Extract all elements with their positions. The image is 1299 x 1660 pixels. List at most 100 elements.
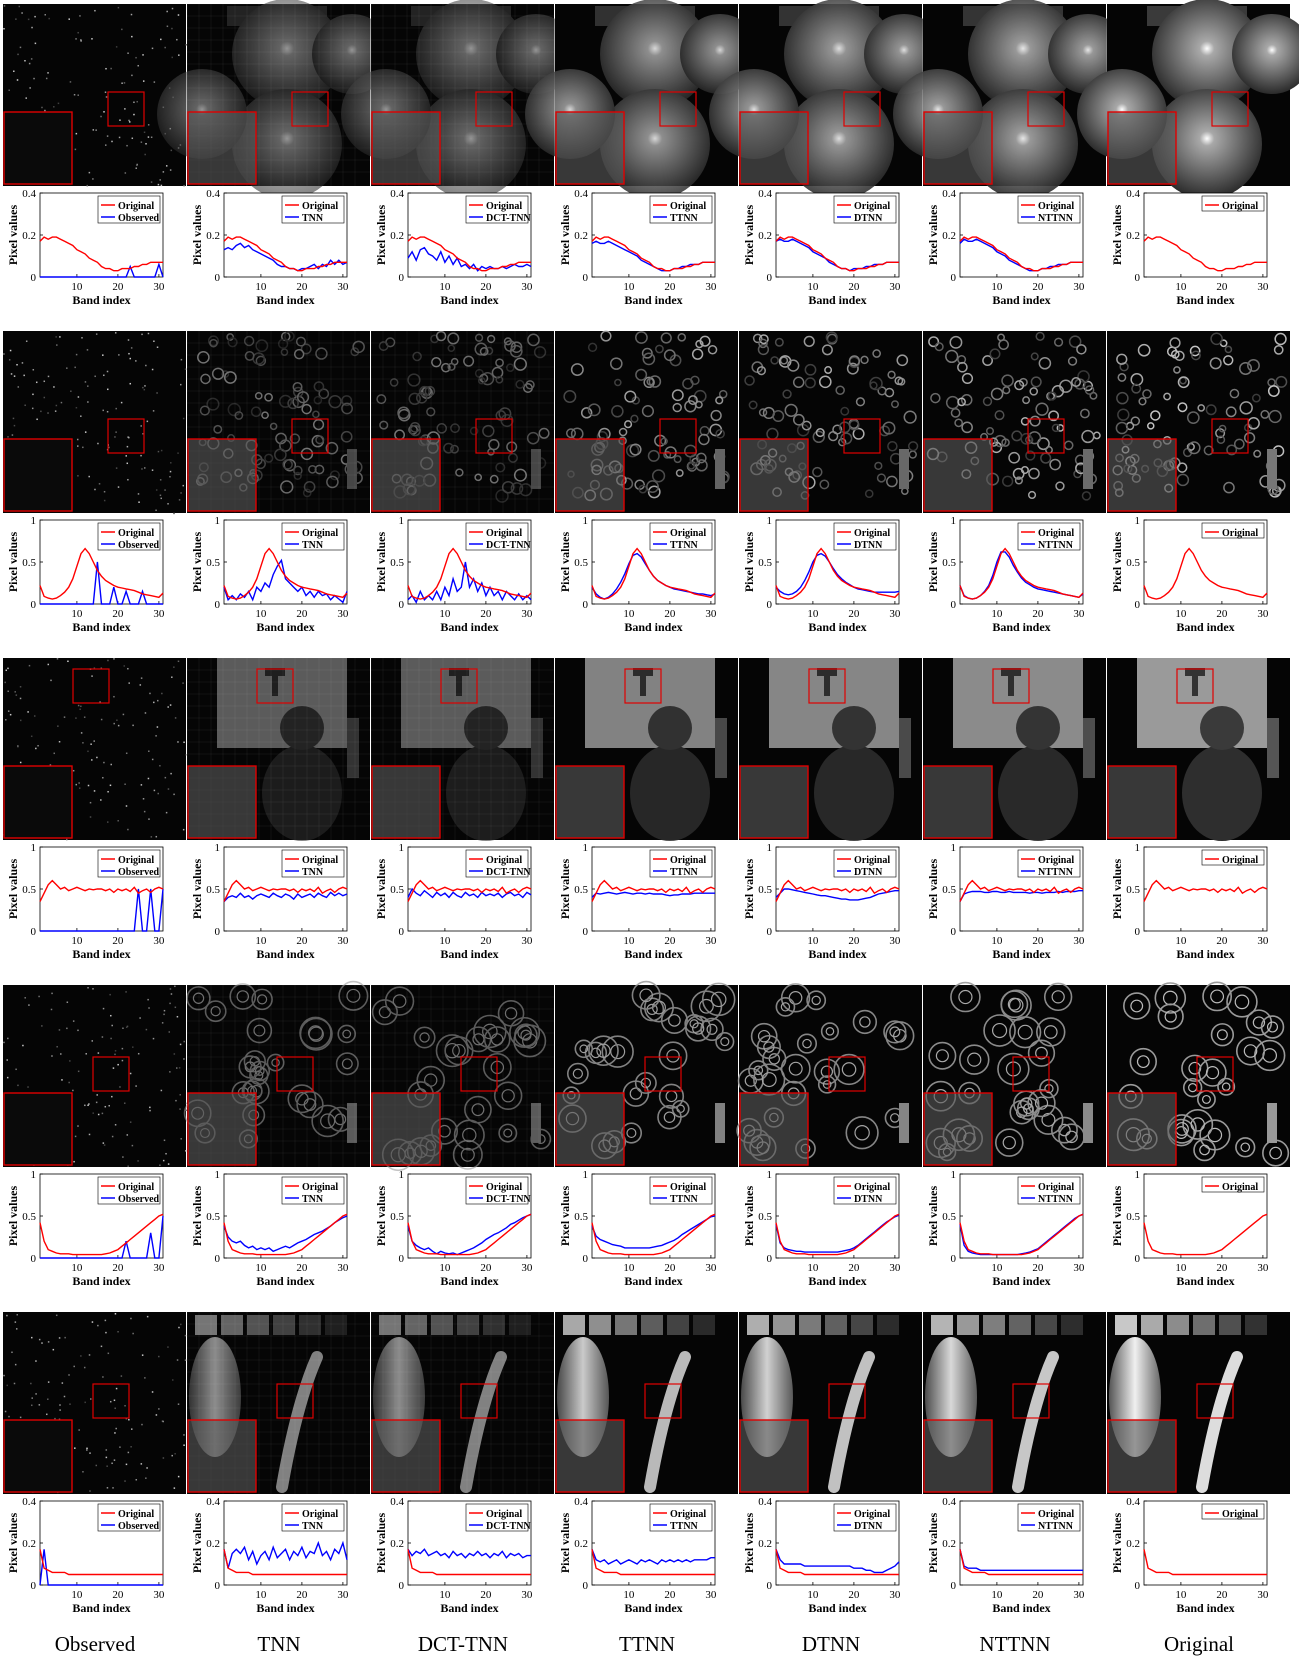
y-tick-label: 0 bbox=[31, 272, 37, 284]
zoom-region-box bbox=[72, 668, 110, 704]
observed-pixel bbox=[88, 475, 90, 478]
observed-pixel bbox=[183, 1058, 185, 1060]
observed-pixel bbox=[185, 1102, 188, 1105]
bead bbox=[687, 462, 696, 470]
y-tick-label: 0.4 bbox=[206, 1496, 220, 1508]
observed-pixel bbox=[171, 1454, 173, 1457]
chart-glyph bbox=[633, 668, 653, 676]
flower bbox=[483, 1026, 511, 1053]
y-tick-label: 0 bbox=[31, 1253, 37, 1265]
legend-label: Observed bbox=[118, 1521, 160, 1532]
legend-box bbox=[281, 522, 345, 551]
observed-pixel bbox=[97, 1052, 100, 1054]
x-tick-label: 20 bbox=[1032, 1589, 1044, 1601]
bead bbox=[707, 345, 718, 355]
observed-pixel bbox=[15, 1328, 18, 1330]
observed-pixel bbox=[137, 1160, 139, 1162]
flower bbox=[1009, 1016, 1042, 1049]
observed-pixel bbox=[150, 836, 153, 838]
flower-center bbox=[763, 1041, 775, 1053]
x-tick-label: 10 bbox=[1175, 608, 1187, 620]
bead bbox=[1116, 353, 1128, 365]
x-tick-label: 20 bbox=[112, 1262, 124, 1274]
x-tick-label: 30 bbox=[521, 1589, 533, 1601]
x-axis-label: Band index bbox=[1176, 1601, 1234, 1615]
observed-pixel bbox=[59, 336, 61, 338]
legend-label: Original bbox=[486, 1182, 522, 1193]
y-tick-label: 1 bbox=[583, 842, 589, 854]
observed-pixel bbox=[102, 409, 104, 412]
zoom-inset bbox=[1107, 1419, 1177, 1493]
observed-pixel bbox=[47, 412, 49, 414]
zoom-inset bbox=[739, 438, 809, 512]
flower-center bbox=[610, 1044, 626, 1060]
flower-center bbox=[1266, 1021, 1279, 1033]
flower bbox=[1027, 1088, 1056, 1118]
observed-pixel bbox=[126, 1134, 129, 1136]
observed-pixel bbox=[9, 713, 12, 716]
bead bbox=[675, 469, 684, 477]
x-tick-label: 30 bbox=[889, 281, 901, 293]
observed-pixel bbox=[179, 1108, 181, 1110]
thumbnail-4-6 bbox=[1107, 1312, 1290, 1494]
y-tick-label: 0.4 bbox=[22, 1496, 36, 1508]
flower-center bbox=[1205, 1065, 1220, 1080]
observed-pixel bbox=[142, 798, 145, 800]
bead bbox=[447, 344, 456, 353]
y-tick-label: 0.4 bbox=[758, 188, 772, 200]
bead bbox=[1030, 376, 1042, 388]
flower-center bbox=[1007, 997, 1021, 1011]
bead bbox=[1226, 444, 1238, 456]
flower bbox=[658, 1083, 685, 1109]
observed-pixel bbox=[35, 1393, 37, 1395]
thumbnail-0-4 bbox=[709, 0, 944, 199]
color-checker bbox=[773, 1315, 795, 1335]
observed-pixel bbox=[174, 1006, 177, 1009]
observed-pixel bbox=[126, 1025, 129, 1028]
series-line bbox=[959, 236, 1083, 272]
observed-pixel bbox=[132, 1046, 134, 1048]
observed-pixel bbox=[153, 340, 155, 343]
y-tick-label: 0 bbox=[215, 599, 221, 611]
y-axis-label: Pixel values bbox=[190, 1513, 204, 1574]
flower-center bbox=[254, 1070, 264, 1081]
observed-pixel bbox=[80, 732, 83, 734]
observed-pixel bbox=[89, 1452, 91, 1454]
color-checker bbox=[405, 1315, 427, 1335]
bead bbox=[1035, 331, 1045, 341]
observed-pixel bbox=[146, 1467, 148, 1469]
observed-pixel bbox=[141, 468, 143, 470]
observed-pixel bbox=[170, 149, 173, 152]
x-tick-label: 30 bbox=[889, 935, 901, 947]
bead bbox=[443, 442, 454, 454]
series-line bbox=[591, 891, 715, 898]
observed-pixel bbox=[88, 1354, 91, 1356]
color-checker bbox=[1219, 1315, 1241, 1335]
observed-pixel bbox=[114, 1407, 116, 1410]
observed-pixel bbox=[33, 77, 35, 80]
y-tick-label: 0.2 bbox=[758, 1538, 772, 1550]
flower-center bbox=[1041, 1112, 1056, 1127]
observed-pixel bbox=[145, 1477, 147, 1479]
color-checker bbox=[1267, 449, 1277, 489]
bead bbox=[758, 338, 768, 349]
bead bbox=[787, 359, 800, 372]
observed-pixel bbox=[68, 1374, 70, 1376]
observed-pixel bbox=[4, 1410, 7, 1413]
observed-pixel bbox=[119, 1086, 121, 1088]
flower-center bbox=[1136, 1055, 1150, 1069]
legend-box bbox=[833, 849, 897, 878]
bead bbox=[1169, 337, 1181, 349]
y-axis-label: Pixel values bbox=[1110, 1186, 1124, 1247]
flower-center bbox=[471, 1103, 485, 1117]
legend-box bbox=[465, 195, 529, 224]
bead bbox=[1215, 428, 1226, 439]
observed-pixel bbox=[103, 111, 105, 113]
flower bbox=[1182, 1108, 1214, 1140]
bead bbox=[315, 347, 328, 360]
observed-pixel bbox=[160, 497, 162, 500]
bead bbox=[772, 410, 785, 423]
series-line bbox=[40, 561, 163, 605]
bead bbox=[782, 389, 792, 399]
observed-pixel bbox=[100, 718, 103, 721]
